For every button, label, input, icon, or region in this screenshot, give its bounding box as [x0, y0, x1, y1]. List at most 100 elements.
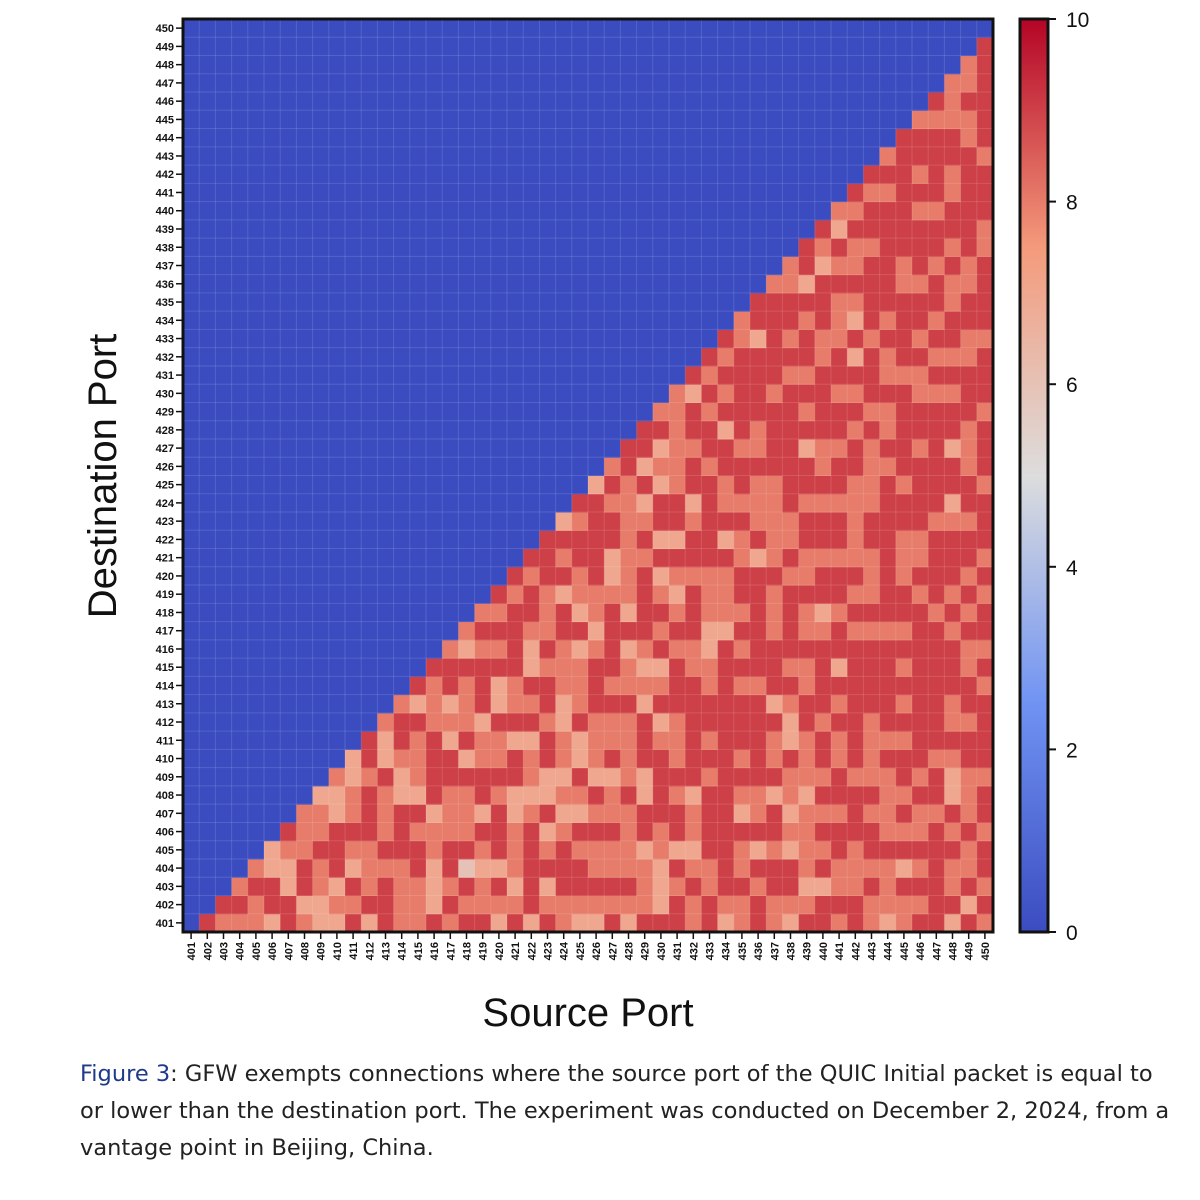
heatmap-cell	[442, 292, 459, 312]
heatmap-cell	[409, 731, 427, 750]
heatmap-cell	[183, 384, 200, 403]
heatmap-cell	[280, 146, 297, 166]
heatmap-cell	[831, 110, 848, 130]
heatmap-cell	[717, 639, 735, 659]
heatmap-cell	[652, 347, 670, 367]
heatmap-cell	[507, 347, 524, 367]
heatmap-cell	[588, 712, 605, 732]
heatmap-cell	[312, 365, 330, 385]
heatmap-cell	[895, 256, 913, 276]
heatmap-cell	[377, 895, 395, 915]
heatmap-cell	[490, 712, 508, 732]
heatmap-cell	[345, 256, 362, 276]
heatmap-cell	[831, 292, 848, 312]
heatmap-cell	[798, 165, 816, 184]
heatmap-cell	[960, 749, 978, 769]
heatmap-cell	[571, 767, 589, 787]
heatmap-cell	[264, 804, 281, 823]
heatmap-cell	[393, 19, 411, 38]
heatmap-cell	[620, 420, 638, 440]
heatmap-cell	[685, 895, 702, 915]
heatmap-cell	[328, 402, 346, 422]
heatmap-cell	[928, 73, 945, 93]
y-tick-label: 444	[156, 133, 175, 145]
heatmap-cell	[944, 438, 962, 458]
heatmap-cell	[345, 384, 362, 403]
heatmap-cell	[652, 822, 670, 842]
heatmap-cell	[766, 274, 783, 294]
heatmap-cell	[215, 822, 233, 842]
heatmap-cell	[636, 694, 654, 714]
heatmap-cell	[831, 877, 848, 896]
heatmap-cell	[490, 329, 508, 349]
heatmap-cell	[847, 840, 864, 860]
heatmap-cell	[264, 712, 281, 732]
heatmap-cell	[231, 749, 249, 769]
heatmap-cell	[750, 566, 767, 586]
heatmap-cell	[490, 19, 508, 38]
heatmap-cell	[604, 694, 621, 714]
heatmap-cell	[523, 347, 540, 367]
heatmap-cell	[393, 73, 411, 93]
heatmap-cell	[523, 110, 540, 130]
heatmap-cell	[636, 365, 654, 385]
heatmap-cell	[199, 256, 216, 276]
heatmap-cell	[814, 384, 832, 403]
heatmap-cell	[312, 658, 330, 677]
heatmap-cell	[717, 311, 735, 330]
heatmap-cell	[863, 676, 881, 696]
heatmap-cell	[652, 712, 670, 732]
heatmap-cell	[620, 603, 638, 623]
heatmap-cell	[879, 238, 897, 257]
heatmap-cell	[814, 165, 832, 184]
heatmap-cell	[555, 347, 573, 367]
heatmap-cell	[717, 566, 735, 586]
y-tick-label: 433	[156, 334, 174, 346]
heatmap-cell	[960, 384, 978, 403]
heatmap-cell	[588, 201, 605, 221]
heatmap-cell	[555, 329, 573, 349]
x-tick-label: 436	[753, 942, 765, 960]
heatmap-cell	[960, 731, 978, 750]
heatmap-cell	[393, 621, 411, 641]
heatmap-cell	[409, 365, 427, 385]
heatmap-cell	[571, 749, 589, 769]
heatmap-cell	[912, 530, 929, 550]
heatmap-cell	[863, 585, 881, 604]
y-tick-label: 402	[156, 900, 174, 912]
heatmap-cell	[442, 55, 459, 75]
heatmap-cell	[944, 420, 962, 440]
heatmap-cell	[393, 785, 411, 805]
heatmap-cell	[879, 37, 897, 57]
heatmap-cell	[393, 731, 411, 750]
heatmap-cell	[928, 694, 945, 714]
heatmap-cell	[604, 329, 621, 349]
heatmap-cell	[685, 639, 702, 659]
heatmap-cell	[976, 165, 994, 184]
heatmap-cell	[879, 749, 897, 769]
heatmap-cell	[296, 311, 314, 330]
y-tick-label: 436	[156, 279, 174, 291]
heatmap-cell	[960, 311, 978, 330]
heatmap-cell	[636, 785, 654, 805]
heatmap-cell	[879, 731, 897, 750]
heatmap-cell	[879, 19, 897, 38]
heatmap-cell	[604, 438, 621, 458]
heatmap-cell	[766, 822, 783, 842]
heatmap-cell	[393, 767, 411, 787]
figure-label-link[interactable]: Figure 3	[80, 1061, 171, 1087]
heatmap-cell	[215, 19, 233, 38]
heatmap-cell	[231, 347, 249, 367]
heatmap-cell	[215, 402, 233, 422]
heatmap-cell	[539, 877, 557, 896]
heatmap-cell	[296, 822, 314, 842]
heatmap-cell	[652, 603, 670, 623]
heatmap-cell	[264, 512, 281, 531]
heatmap-cell	[280, 603, 297, 623]
heatmap-cell	[555, 785, 573, 805]
heatmap-cell	[442, 676, 459, 696]
heatmap-cell	[458, 566, 476, 586]
heatmap-cell	[782, 384, 800, 403]
heatmap-cell	[895, 603, 913, 623]
heatmap-cell	[458, 274, 476, 294]
